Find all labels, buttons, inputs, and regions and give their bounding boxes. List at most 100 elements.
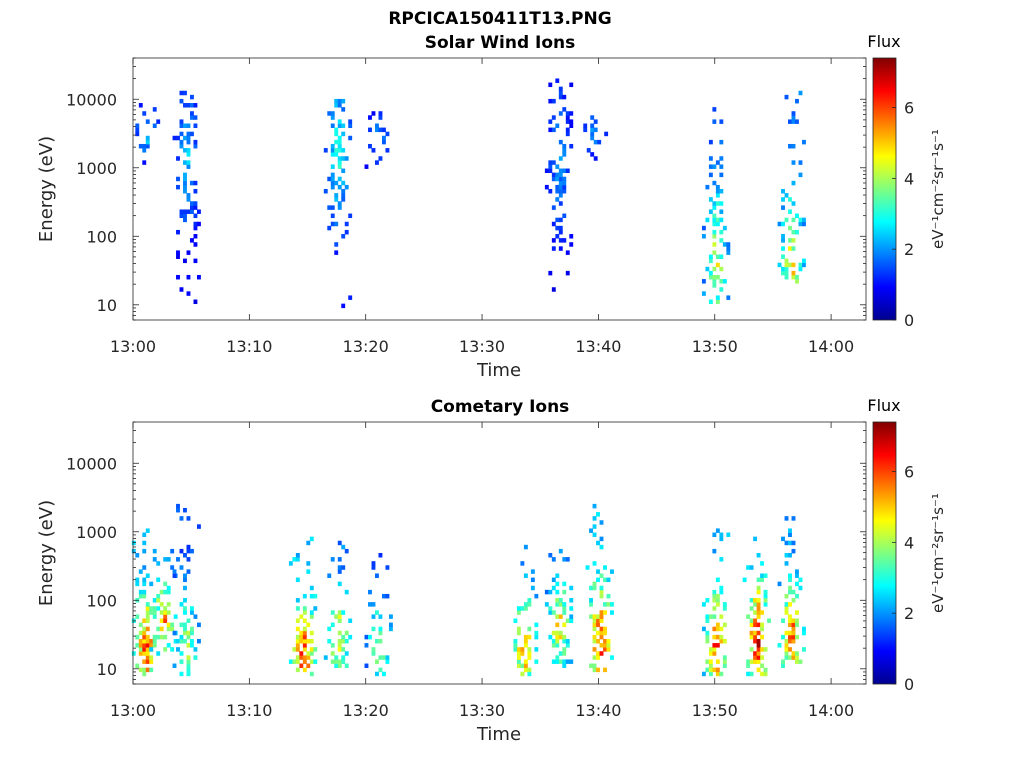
- heatmap-bin: [375, 671, 379, 677]
- heatmap-bin: [548, 82, 553, 88]
- heatmap-bin: [193, 205, 198, 210]
- colorbar-tick-label: 2: [904, 240, 914, 259]
- heatmap-bin: [131, 540, 136, 546]
- heatmap-bin: [763, 573, 768, 578]
- heatmap-bin: [749, 622, 754, 628]
- heatmap-bin: [145, 643, 150, 648]
- heatmap-bin: [135, 131, 140, 137]
- heatmap-bin: [179, 209, 184, 214]
- heatmap-bin: [152, 638, 157, 644]
- heatmap-bin: [705, 634, 710, 640]
- heatmap-bin: [791, 201, 796, 206]
- heatmap-bin: [592, 663, 597, 669]
- heatmap-bin: [781, 254, 785, 259]
- heatmap-bin: [760, 663, 765, 669]
- heatmap-bin: [348, 618, 353, 623]
- heatmap-bin: [551, 638, 556, 644]
- heatmap-bin: [306, 561, 311, 566]
- heatmap-bin: [193, 647, 198, 652]
- heatmap-bin: [606, 647, 611, 652]
- heatmap-bin: [516, 610, 521, 615]
- heatmap-bin: [183, 148, 187, 153]
- heatmap-bin: [548, 189, 553, 194]
- heatmap-bin: [569, 119, 574, 124]
- heatmap-bin: [760, 622, 765, 628]
- heatmap-bin: [190, 201, 194, 206]
- heatmap-bin: [791, 630, 796, 636]
- heatmap-bin: [371, 602, 376, 607]
- heatmap-bin: [152, 107, 157, 112]
- heatmap-bin: [516, 626, 521, 632]
- heatmap-bin: [179, 98, 184, 104]
- heatmap-bin: [337, 143, 342, 149]
- heatmap-bin: [708, 139, 713, 145]
- heatmap-bin: [596, 622, 600, 628]
- heatmap-bin: [712, 667, 717, 673]
- heatmap-bin: [604, 131, 609, 137]
- heatmap-bin: [791, 180, 796, 186]
- heatmap-bin: [551, 176, 556, 182]
- heatmap-bin: [523, 602, 528, 607]
- y-tick-label: 10000: [66, 90, 117, 109]
- heatmap-bin: [327, 111, 332, 116]
- heatmap-bin: [781, 266, 785, 272]
- heatmap-bin: [599, 634, 604, 640]
- colorbar-tick-label: 0: [904, 675, 914, 694]
- heatmap-bin: [708, 659, 713, 664]
- heatmap-bin: [364, 643, 369, 648]
- heatmap-bin: [534, 647, 539, 652]
- heatmap-bin: [152, 610, 157, 615]
- heatmap-bin: [193, 225, 198, 231]
- heatmap-bin: [788, 209, 792, 214]
- heatmap-bin: [712, 229, 717, 235]
- heatmap-bin: [142, 618, 147, 623]
- heatmap-bin: [592, 532, 597, 538]
- heatmap-bin: [334, 139, 339, 145]
- colorbar-tick-label: 4: [904, 533, 914, 552]
- heatmap-bin: [302, 638, 307, 644]
- heatmap-bin: [592, 516, 597, 521]
- heatmap-bin: [749, 606, 754, 611]
- heatmap-bin: [558, 94, 563, 100]
- heatmap-bin: [186, 197, 191, 202]
- heatmap-bin: [176, 647, 180, 652]
- heatmap-bin: [306, 622, 311, 628]
- heatmap-bin: [348, 634, 353, 640]
- heatmap-bin: [385, 593, 390, 599]
- heatmap-bin: [784, 258, 789, 264]
- heatmap-bin: [170, 548, 175, 554]
- heatmap-bin: [606, 577, 611, 583]
- heatmap-bin: [186, 291, 191, 296]
- heatmap-bin: [186, 209, 191, 214]
- heatmap-bin: [784, 561, 789, 566]
- heatmap-bin: [149, 638, 154, 644]
- heatmap-bin: [551, 160, 556, 165]
- heatmap-bin: [589, 598, 593, 603]
- heatmap-bin: [551, 643, 556, 648]
- heatmap-bin: [791, 115, 796, 120]
- heatmap-bin: [715, 254, 720, 259]
- heatmap-bin: [603, 667, 607, 673]
- heatmap-bin: [788, 602, 792, 607]
- heatmap-bin: [302, 643, 307, 648]
- heatmap-bin: [163, 581, 168, 587]
- heatmap-bin: [781, 536, 785, 542]
- heatmap-bin: [784, 655, 789, 660]
- heatmap-bin: [344, 156, 349, 161]
- heatmap-bin: [295, 606, 300, 611]
- heatmap-bin: [196, 209, 201, 214]
- heatmap-bin: [708, 651, 713, 656]
- heatmap-bin: [726, 246, 731, 251]
- heatmap-bin: [341, 123, 346, 128]
- heatmap-bin: [558, 246, 563, 251]
- heatmap-bin: [788, 143, 792, 149]
- heatmap-bin: [341, 131, 346, 137]
- heatmap-bin: [719, 119, 724, 124]
- heatmap-bin: [341, 98, 346, 104]
- heatmap-bin: [551, 246, 556, 251]
- heatmap-bin: [760, 655, 765, 660]
- heatmap-bin: [375, 573, 379, 578]
- heatmap-bin: [592, 638, 597, 644]
- heatmap-bin: [196, 221, 201, 227]
- heatmap-bin: [784, 593, 789, 599]
